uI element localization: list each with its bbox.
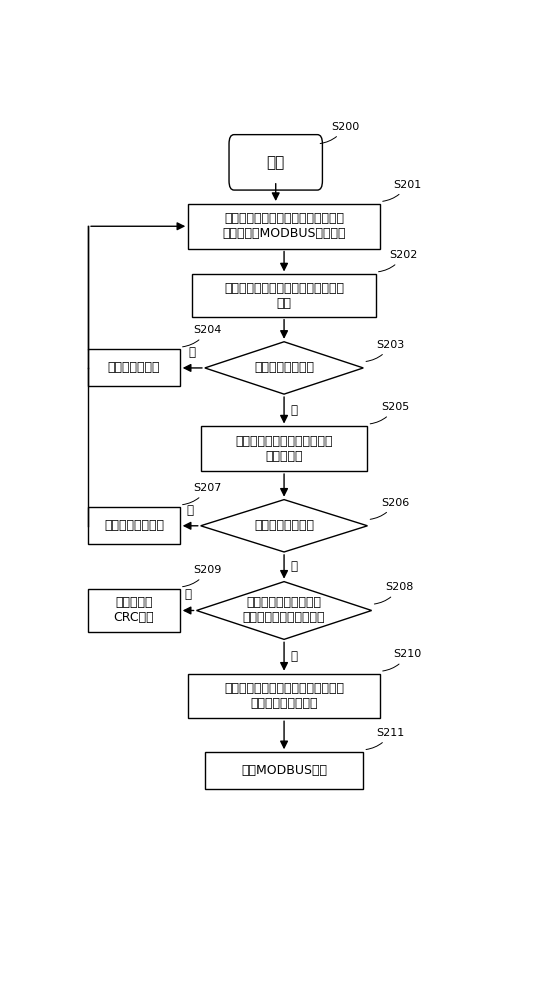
Bar — [88, 589, 180, 632]
Text: 关闭MODBUS连接: 关闭MODBUS连接 — [241, 764, 327, 777]
Text: 是: 是 — [291, 404, 298, 417]
Polygon shape — [205, 342, 363, 394]
Text: 否: 否 — [189, 346, 196, 359]
Text: 否: 否 — [291, 560, 298, 573]
Text: S207: S207 — [182, 483, 222, 505]
Text: 通信主端向通信从端发送第二
次数据请求: 通信主端向通信从端发送第二 次数据请求 — [235, 435, 333, 463]
Polygon shape — [196, 582, 372, 639]
Bar — [188, 204, 380, 249]
Text: S201: S201 — [383, 180, 422, 201]
Bar — [88, 349, 180, 386]
Text: 通信主端向通信从端发起通信连接请
求双方建立MODBUS通信连接: 通信主端向通信从端发起通信连接请 求双方建立MODBUS通信连接 — [222, 212, 346, 240]
Bar — [205, 752, 363, 789]
Text: S206: S206 — [370, 498, 409, 519]
Text: 通信主端在规定的超时
时间内是否收到应答报文: 通信主端在规定的超时 时间内是否收到应答报文 — [243, 596, 325, 624]
Text: 是否发生通信错误: 是否发生通信错误 — [254, 519, 314, 532]
Text: 通信从端是否应答: 通信从端是否应答 — [254, 361, 314, 374]
Text: 是: 是 — [187, 504, 194, 517]
Text: 否: 否 — [185, 588, 192, 601]
FancyBboxPatch shape — [229, 135, 322, 190]
Polygon shape — [201, 500, 367, 552]
Text: 通信主端向通信从端发送第一次数据
请求: 通信主端向通信从端发送第一次数据 请求 — [224, 282, 344, 310]
Text: 将获取到的数据形成内存数组，并通
过算法获得相应结果: 将获取到的数据形成内存数组，并通 过算法获得相应结果 — [224, 682, 344, 710]
Text: S204: S204 — [182, 325, 222, 347]
Text: S209: S209 — [182, 565, 222, 587]
Text: S210: S210 — [383, 649, 422, 671]
Text: 开始: 开始 — [267, 155, 285, 170]
Bar — [193, 274, 376, 317]
Bar — [88, 507, 180, 544]
Text: S208: S208 — [374, 582, 413, 604]
Text: S202: S202 — [379, 250, 417, 272]
Text: S211: S211 — [366, 728, 405, 750]
Text: 是: 是 — [291, 650, 298, 663]
Bar — [188, 674, 380, 718]
Text: 连接超时，
CRC校验: 连接超时， CRC校验 — [114, 596, 154, 624]
Text: S205: S205 — [370, 402, 409, 424]
Text: S200: S200 — [320, 122, 359, 144]
Text: 报错，返回第一步: 报错，返回第一步 — [104, 519, 164, 532]
Bar — [201, 426, 367, 471]
Text: S203: S203 — [366, 340, 405, 361]
Text: 报错，再次请求: 报错，再次请求 — [108, 361, 160, 374]
